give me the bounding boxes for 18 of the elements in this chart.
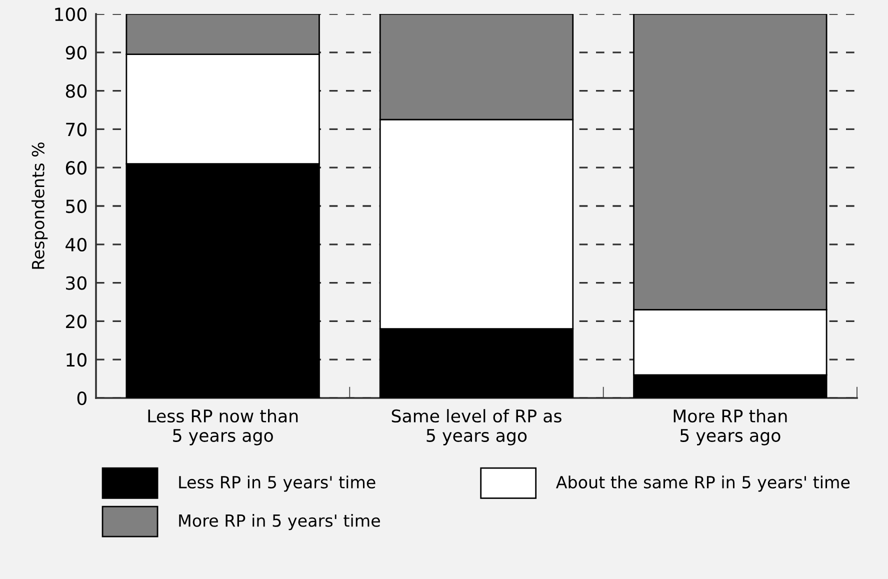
y-tick-label: 40 (66, 238, 86, 252)
y-tick-label: 70 (66, 122, 86, 136)
y-tick-label: 20 (66, 314, 86, 328)
legend-label: About the same RP in 5 years' time (556, 476, 850, 492)
legend-label: More RP in 5 years' time (179, 514, 380, 530)
x-tick-label: Less RP now than 5 years ago (148, 409, 298, 446)
y-tick-label: 60 (66, 161, 86, 175)
x-tick-label: Same level of RP as 5 years ago (392, 409, 562, 446)
y-tick-label: 30 (66, 276, 86, 290)
x-tick-label: More RP than 5 years ago (674, 409, 787, 446)
y-tick-label: 100 (55, 7, 86, 22)
y-tick-label: 90 (66, 46, 86, 60)
y-tick-label: 0 (77, 391, 86, 406)
y-tick-label: 10 (66, 353, 86, 367)
y-tick-label: 80 (66, 84, 86, 98)
y-axis-title: Respondents % (32, 142, 48, 269)
y-tick-label: 50 (66, 199, 86, 214)
legend-label: Less RP in 5 years' time (179, 476, 376, 492)
